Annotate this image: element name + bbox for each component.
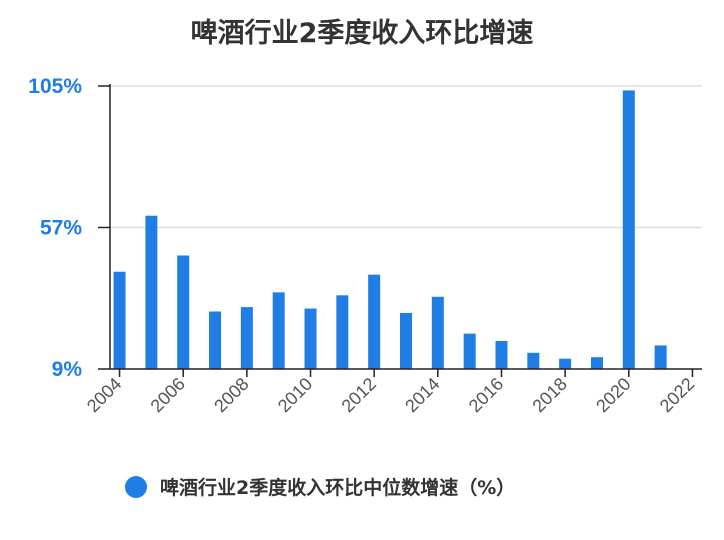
y-axis-ticks: 105% 57% 9%: [28, 75, 82, 381]
bar: [240, 307, 253, 369]
x-tick-label: 2010: [274, 374, 316, 416]
bar: [272, 292, 285, 369]
bar: [209, 311, 222, 369]
bar: [654, 345, 667, 369]
bar: [622, 90, 635, 369]
x-tick-label: 2016: [465, 374, 507, 416]
x-tick-label: 2014: [401, 374, 443, 416]
x-axis-ticks: 2004 2006 2008 2010 2012 2014 2016 2018 2020 2022: [83, 369, 698, 416]
bar: [559, 358, 572, 369]
bar: [113, 271, 126, 369]
bar: [431, 296, 444, 369]
bar: [527, 352, 540, 369]
bar: [145, 215, 158, 369]
x-tick-label: 2004: [83, 374, 125, 416]
bar: [336, 295, 349, 369]
x-tick-label: 2012: [338, 374, 380, 416]
legend-label: 啤酒行业2季度收入环比中位数增速（%）: [160, 476, 515, 499]
chart-title: 啤酒行业2季度收入环比增速: [191, 17, 534, 49]
x-tick-label: 2022: [656, 374, 698, 416]
legend: 啤酒行业2季度收入环比中位数增速（%）: [125, 476, 515, 499]
legend-marker: [125, 476, 147, 498]
gridlines: [110, 85, 702, 229]
x-tick-label: 2008: [210, 374, 252, 416]
bar: [590, 357, 603, 369]
bar: [177, 255, 190, 369]
x-tick-label: 2020: [592, 374, 634, 416]
y-tick-label: 105%: [28, 75, 82, 98]
axes: [98, 84, 702, 370]
bar: [495, 340, 508, 369]
x-tick-label: 2006: [147, 374, 189, 416]
y-tick-label: 9%: [52, 358, 83, 381]
bar: [368, 274, 381, 369]
bars: [113, 90, 667, 369]
x-tick-label: 2018: [529, 374, 571, 416]
bar: [400, 312, 412, 369]
bar: [463, 333, 476, 369]
y-tick-label: 57%: [40, 217, 82, 240]
bar: [304, 308, 317, 369]
